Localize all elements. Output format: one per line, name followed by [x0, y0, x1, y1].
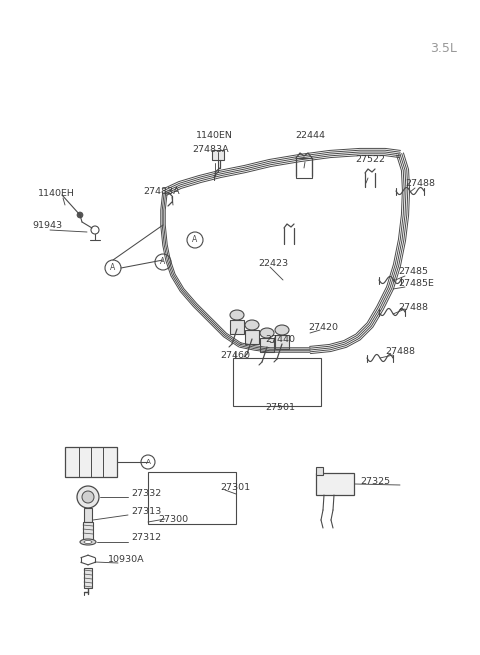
Text: 27420: 27420 — [308, 322, 338, 331]
Bar — [316, 473, 354, 495]
Text: 27460: 27460 — [220, 352, 250, 360]
Text: 27300: 27300 — [158, 514, 188, 523]
Text: A: A — [192, 236, 198, 244]
Bar — [84, 568, 92, 588]
Ellipse shape — [230, 310, 244, 320]
Text: 27332: 27332 — [131, 489, 161, 498]
Circle shape — [91, 226, 99, 234]
Circle shape — [82, 491, 94, 503]
Text: 27483A: 27483A — [192, 145, 228, 153]
Bar — [260, 338, 274, 352]
Text: 22423: 22423 — [258, 259, 288, 269]
Bar — [83, 522, 93, 540]
Text: 27301: 27301 — [220, 483, 250, 491]
Circle shape — [187, 232, 203, 248]
Text: 27325: 27325 — [360, 477, 390, 487]
Ellipse shape — [80, 539, 96, 545]
Ellipse shape — [84, 540, 92, 544]
Bar — [230, 320, 244, 334]
Ellipse shape — [275, 325, 289, 335]
Text: 27488: 27488 — [398, 303, 428, 312]
Text: 27440: 27440 — [265, 335, 295, 343]
Text: A: A — [110, 263, 116, 272]
Text: 27483A: 27483A — [143, 187, 180, 196]
Text: 91943: 91943 — [32, 221, 62, 231]
Circle shape — [77, 212, 83, 218]
Text: A: A — [145, 459, 151, 465]
Bar — [65, 447, 117, 477]
Text: 1140EN: 1140EN — [196, 132, 233, 141]
Text: 27488: 27488 — [405, 179, 435, 187]
Bar — [245, 330, 259, 344]
Text: 10930A: 10930A — [108, 555, 144, 565]
Text: 22444: 22444 — [295, 132, 325, 141]
Bar — [148, 472, 236, 524]
Text: 27485: 27485 — [398, 267, 428, 276]
Bar — [84, 508, 92, 522]
Circle shape — [141, 455, 155, 469]
Text: 27488: 27488 — [385, 348, 415, 356]
Text: 3.5L: 3.5L — [430, 41, 457, 54]
Text: 27312: 27312 — [131, 534, 161, 542]
Circle shape — [105, 260, 121, 276]
Circle shape — [77, 486, 99, 508]
Bar — [233, 358, 321, 406]
Ellipse shape — [245, 320, 259, 330]
Text: 27522: 27522 — [355, 155, 385, 164]
Bar — [212, 150, 224, 160]
Text: 27501: 27501 — [265, 403, 295, 413]
Bar — [275, 335, 289, 349]
Text: 27313: 27313 — [131, 508, 161, 517]
Bar — [296, 158, 312, 178]
Circle shape — [155, 254, 171, 270]
Text: 27485E: 27485E — [398, 280, 434, 288]
Text: A: A — [160, 257, 166, 267]
Bar — [316, 467, 323, 475]
Text: 1140EH: 1140EH — [38, 189, 75, 198]
Ellipse shape — [260, 328, 274, 338]
